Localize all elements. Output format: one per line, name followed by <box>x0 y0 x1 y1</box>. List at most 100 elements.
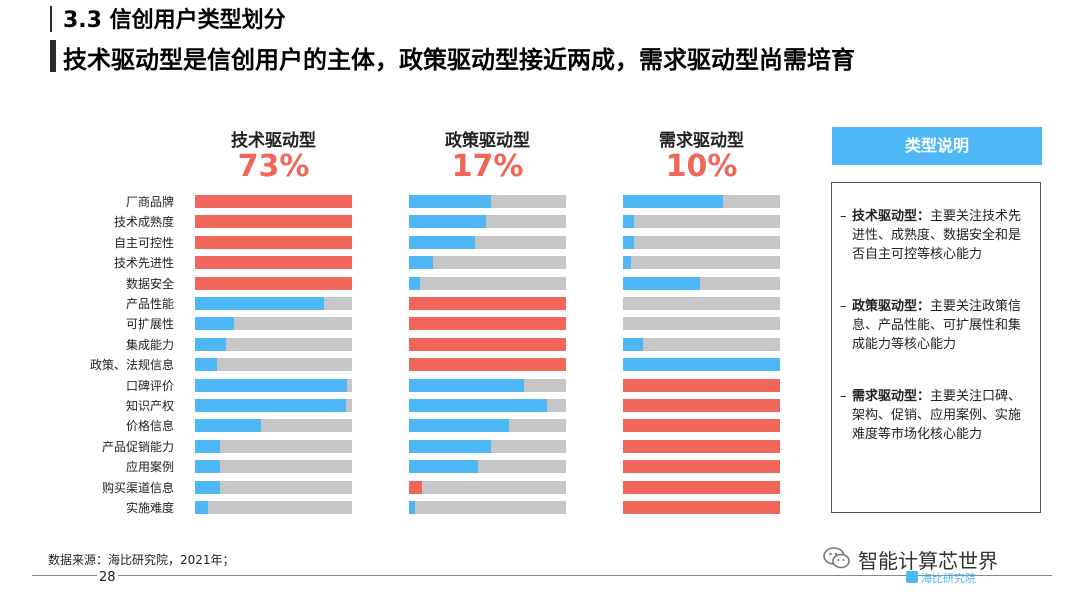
bar <box>623 399 780 412</box>
legend-item-text: 主要关注政策信息、产品性能、可扩展性和集成能力等核心能力 <box>852 299 1022 352</box>
bar-track <box>195 358 352 372</box>
bar <box>623 439 780 453</box>
bar-track <box>409 358 566 372</box>
bar-track <box>409 276 566 290</box>
category-label: 数据安全 <box>125 276 174 291</box>
bar-track <box>195 276 352 290</box>
bar <box>195 195 352 208</box>
bar-track <box>409 235 566 249</box>
bar <box>195 378 348 392</box>
bar-track <box>195 317 352 331</box>
bar <box>195 460 221 474</box>
group-title: 政策驱动型 <box>445 131 530 151</box>
bar <box>409 235 475 249</box>
bar-track <box>623 378 780 392</box>
bar-track <box>409 195 566 208</box>
logo-text: 海比研究院 <box>921 571 976 585</box>
bar-track <box>409 256 566 270</box>
bar-track <box>195 337 352 351</box>
category-label: 知识产权 <box>125 399 174 413</box>
haibi-logo: 海比研究院 <box>906 571 976 585</box>
bar <box>195 358 217 372</box>
subtitle-accent-bar <box>50 40 56 72</box>
bar <box>409 419 510 433</box>
bar-track <box>623 480 780 494</box>
bar-track <box>195 480 352 494</box>
bar <box>623 501 780 514</box>
group-title: 技术驱动型 <box>231 131 316 151</box>
bar-track <box>409 215 566 229</box>
footer-divider <box>32 575 1052 576</box>
bar <box>195 439 221 453</box>
bar-track <box>623 439 780 453</box>
bar <box>409 501 416 514</box>
bar-track <box>409 480 566 494</box>
category-label: 价格信息 <box>125 419 174 434</box>
bar-track <box>409 460 566 474</box>
category-label: 产品性能 <box>125 297 174 311</box>
page-subtitle: 技术驱动型是信创用户的主体，政策驱动型接近两成，需求驱动型尚需培育 <box>63 46 855 74</box>
bar <box>623 419 780 433</box>
bar-track <box>409 317 566 331</box>
bar-track <box>409 439 566 453</box>
bar-track <box>623 501 780 514</box>
legend-dash: – <box>840 389 847 404</box>
bar <box>409 378 524 392</box>
bar-track <box>195 501 352 514</box>
category-label: 政策、法规信息 <box>89 358 174 373</box>
bar-track <box>623 337 780 351</box>
bar <box>409 337 566 351</box>
bar <box>195 501 208 514</box>
bar-track <box>409 337 566 351</box>
category-label: 应用案例 <box>125 460 174 475</box>
bar <box>195 399 346 412</box>
legend-dash: – <box>840 209 847 224</box>
data-source: 数据来源：海比研究院，2021年； <box>48 553 235 567</box>
bar-track <box>623 215 780 229</box>
bar-track <box>409 297 566 310</box>
bar <box>623 358 780 372</box>
bar <box>195 419 261 433</box>
bar-track <box>409 419 566 433</box>
bar-track <box>623 419 780 433</box>
category-label: 厂商品牌 <box>125 195 174 209</box>
bar <box>195 235 352 249</box>
bar <box>623 337 644 351</box>
bar-track <box>409 501 566 514</box>
bar <box>409 215 486 229</box>
category-label: 口碑评价 <box>125 378 174 393</box>
bar <box>623 480 780 494</box>
legend-item-name: 需求驱动型： <box>852 389 931 404</box>
legend-box: – 技术驱动型：主要关注技术先进性、成熟度、数据安全和是否自主可控等核心能力 –… <box>831 182 1041 513</box>
bar <box>409 195 491 208</box>
wechat-icon <box>823 547 850 569</box>
legend-dash: – <box>840 299 847 314</box>
legend-item-text: 主要关注技术先进性、成熟度、数据安全和是否自主可控等核心能力 <box>852 209 1022 262</box>
bar <box>623 276 700 290</box>
bar <box>195 276 352 290</box>
bar-track <box>195 215 352 229</box>
bar-track <box>195 460 352 474</box>
category-label: 技术成熟度 <box>113 215 174 230</box>
group-title: 需求驱动型 <box>659 131 744 151</box>
category-label: 集成能力 <box>125 337 174 352</box>
bar-track <box>623 235 780 249</box>
title-accent-line <box>50 6 52 32</box>
bar-track <box>623 276 780 290</box>
bar-track <box>195 419 352 433</box>
bar-track <box>623 256 780 270</box>
group-share: 73% <box>237 149 310 184</box>
bar <box>409 276 420 290</box>
category-label: 可扩展性 <box>125 317 174 332</box>
bar <box>195 256 352 270</box>
bar <box>409 399 548 412</box>
bar <box>623 195 724 208</box>
bar-track <box>623 460 780 474</box>
bar-track <box>623 358 780 372</box>
bar-track <box>623 297 780 310</box>
bar-track <box>195 297 352 310</box>
bar-track <box>409 378 566 392</box>
bar-track <box>195 399 352 412</box>
bar <box>195 215 352 229</box>
page-title: 3.3 信创用户类型划分 <box>63 8 286 33</box>
